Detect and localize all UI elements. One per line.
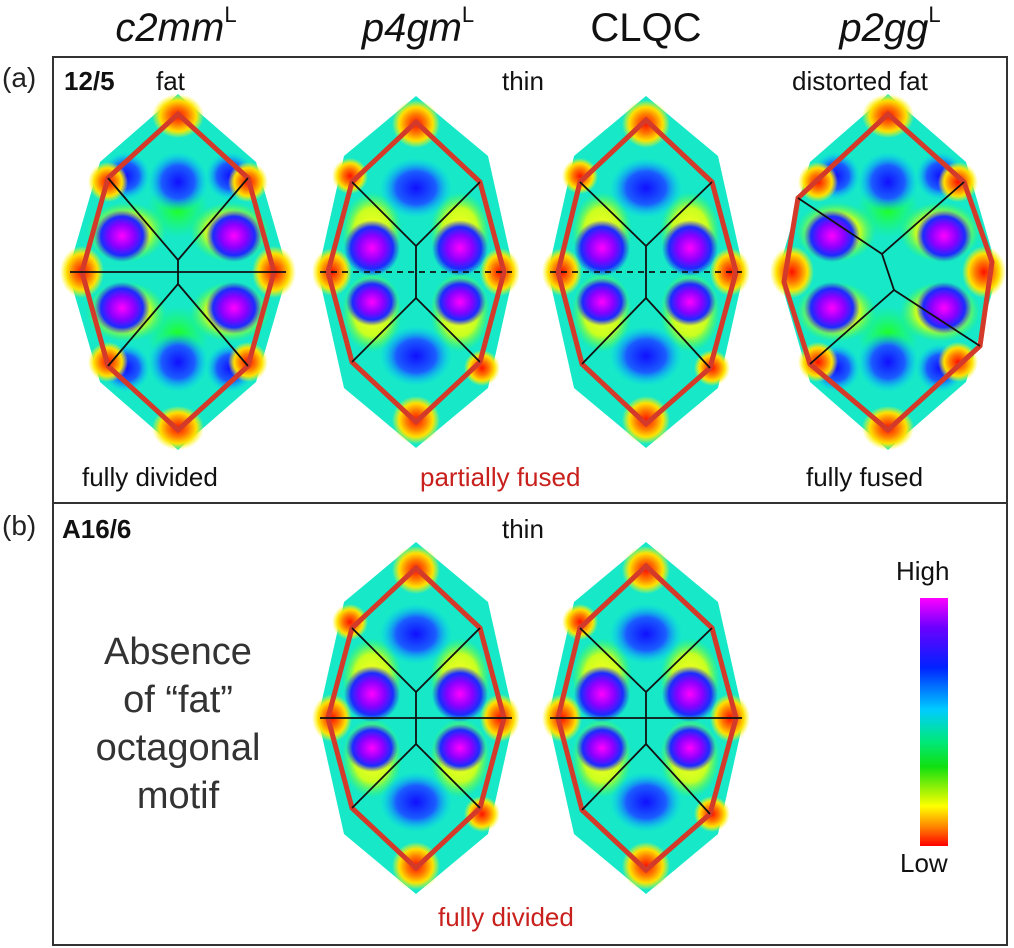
partially-fused-label: partially fused — [420, 462, 581, 492]
thin-label-b: thin — [502, 514, 544, 544]
column-header-p2gg: p2ggL — [839, 2, 941, 50]
panel-a-label: (a) — [2, 62, 37, 93]
panel-b — [52, 502, 1008, 946]
motif-clqc-b — [542, 542, 750, 894]
panel-a-code: 12/5 — [64, 66, 115, 96]
fully-divided-label-a: fully divided — [82, 462, 218, 492]
motif-p2gg-a — [770, 94, 1006, 450]
colorbar-low-label: Low — [900, 848, 948, 878]
colorbar — [920, 598, 948, 846]
column-header-c2mm: c2mmL — [115, 2, 237, 50]
fully-fused-label: fully fused — [806, 462, 924, 492]
motif-c2mm-a — [60, 94, 296, 450]
colorbar-high-label: High — [896, 556, 950, 586]
motif-p4gm-a — [312, 96, 520, 448]
panel-b-label: (b) — [2, 510, 37, 541]
column-header-clqc: CLQC — [590, 6, 702, 50]
thin-label-a: thin — [502, 66, 544, 96]
distorted-fat-label: distorted fat — [792, 66, 928, 96]
motif-clqc-a — [542, 96, 750, 448]
panel-b-code: A16/6 — [62, 514, 132, 544]
fully-divided-label-b: fully divided — [438, 902, 574, 932]
motif-p4gm-b — [312, 542, 520, 894]
fat-label: fat — [156, 66, 185, 96]
column-header-p4gm: p4gmL — [361, 2, 475, 50]
absence-note: Absence of “fat” octagonal motif — [95, 631, 261, 817]
